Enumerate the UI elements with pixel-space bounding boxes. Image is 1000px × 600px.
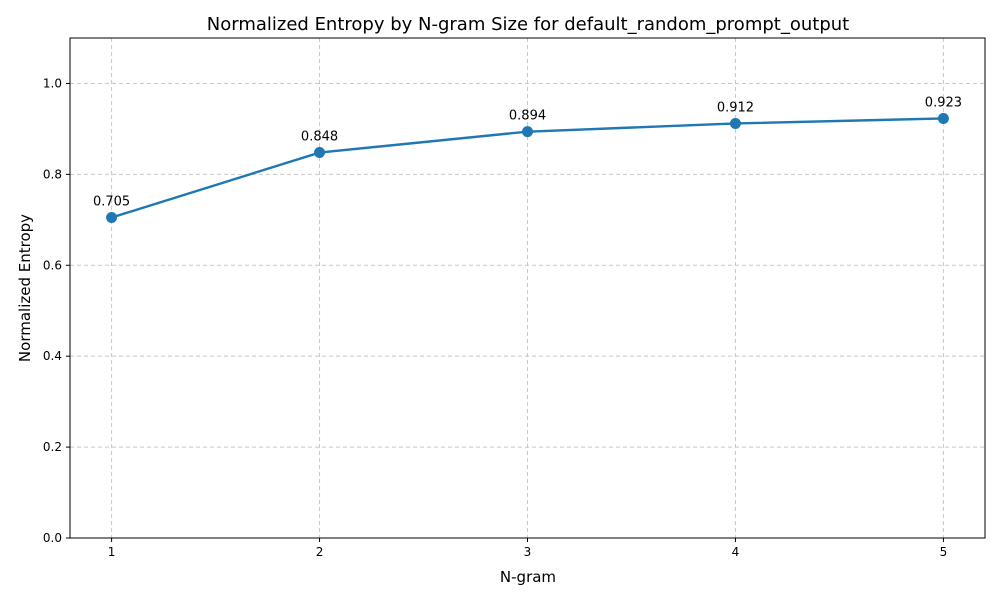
data-point <box>314 147 326 159</box>
data-label: 0.705 <box>93 195 130 210</box>
y-tick-label: 0.2 <box>43 440 62 454</box>
data-label: 0.894 <box>509 109 546 124</box>
tick-labels: 0.0 0.2 0.4 0.6 0.8 1.0 1 2 3 4 5 <box>43 76 947 559</box>
x-tick-label: 3 <box>524 545 532 559</box>
y-axis-label: Normalized Entropy <box>16 214 34 362</box>
chart-title: Normalized Entropy by N-gram Size for de… <box>207 14 849 35</box>
x-tick-label: 5 <box>940 545 948 559</box>
x-axis-label: N-gram <box>500 568 556 586</box>
data-label: 0.923 <box>925 95 962 110</box>
y-tick-label: 0.6 <box>43 258 62 272</box>
x-tick-label: 2 <box>316 545 324 559</box>
data-label: 0.848 <box>301 130 338 145</box>
y-tick-label: 0.4 <box>43 349 62 363</box>
data-point <box>522 126 533 138</box>
x-tick-label: 4 <box>732 545 740 559</box>
data-labels: 0.705 0.848 0.894 0.912 0.923 <box>93 95 962 209</box>
series <box>106 112 949 224</box>
y-tick-label: 0.8 <box>43 167 62 181</box>
x-tick-label: 1 <box>108 545 116 559</box>
y-tick-label: 1.0 <box>43 76 62 90</box>
data-point <box>937 112 949 124</box>
y-tick-label: 0.0 <box>43 531 62 545</box>
data-label: 0.912 <box>717 100 754 115</box>
data-point <box>106 212 118 224</box>
data-point <box>729 117 741 129</box>
